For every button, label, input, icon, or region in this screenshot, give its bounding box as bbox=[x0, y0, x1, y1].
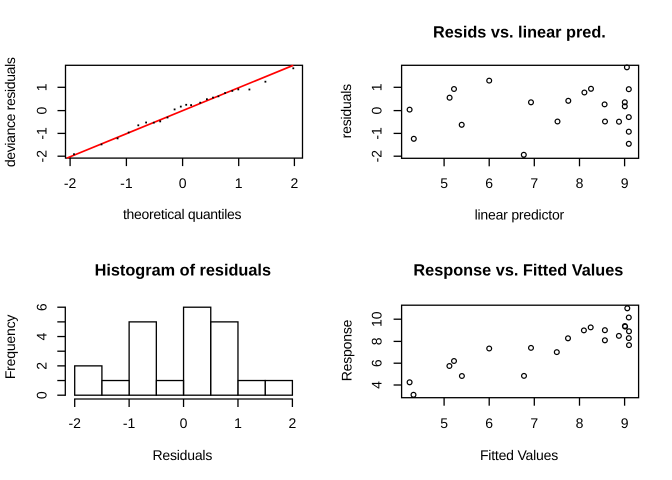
svg-text:-1: -1 bbox=[120, 175, 133, 191]
svg-text:Response vs. Fitted Values: Response vs. Fitted Values bbox=[413, 261, 623, 279]
svg-text:Histogram of residuals: Histogram of residuals bbox=[95, 261, 271, 279]
svg-text:theoretical quantiles: theoretical quantiles bbox=[123, 206, 242, 222]
svg-text:7: 7 bbox=[530, 175, 538, 191]
svg-text:deviance residuals: deviance residuals bbox=[2, 57, 18, 167]
svg-text:5: 5 bbox=[440, 415, 448, 431]
svg-text:7: 7 bbox=[530, 415, 538, 431]
svg-text:0: 0 bbox=[33, 106, 49, 114]
svg-text:0: 0 bbox=[369, 106, 385, 114]
svg-text:-1: -1 bbox=[33, 127, 49, 140]
svg-text:-2: -2 bbox=[64, 175, 77, 191]
svg-text:1: 1 bbox=[234, 415, 242, 431]
svg-text:4: 4 bbox=[33, 332, 49, 340]
svg-text:6: 6 bbox=[485, 175, 493, 191]
svg-text:6: 6 bbox=[33, 303, 49, 311]
svg-text:2: 2 bbox=[291, 175, 299, 191]
svg-text:6: 6 bbox=[369, 359, 385, 367]
svg-text:0: 0 bbox=[179, 175, 187, 191]
svg-text:0: 0 bbox=[180, 415, 188, 431]
svg-text:linear predictor: linear predictor bbox=[475, 207, 565, 223]
svg-text:4: 4 bbox=[369, 381, 385, 389]
svg-text:9: 9 bbox=[621, 415, 629, 431]
svg-text:Fitted Values: Fitted Values bbox=[480, 447, 558, 463]
svg-text:1: 1 bbox=[33, 83, 49, 91]
svg-text:-2: -2 bbox=[33, 150, 49, 163]
svg-text:2: 2 bbox=[289, 415, 297, 431]
svg-text:residuals: residuals bbox=[338, 84, 354, 138]
svg-text:1: 1 bbox=[235, 175, 243, 191]
svg-text:-1: -1 bbox=[123, 415, 136, 431]
svg-text:6: 6 bbox=[485, 415, 493, 431]
svg-text:8: 8 bbox=[576, 175, 584, 191]
svg-text:8: 8 bbox=[576, 415, 584, 431]
svg-text:-1: -1 bbox=[369, 127, 385, 140]
svg-text:-2: -2 bbox=[68, 415, 81, 431]
svg-text:2: 2 bbox=[33, 362, 49, 370]
svg-text:Frequency: Frequency bbox=[2, 315, 18, 380]
svg-text:10: 10 bbox=[369, 311, 385, 327]
svg-text:Residuals: Residuals bbox=[152, 447, 212, 463]
svg-text:9: 9 bbox=[621, 175, 629, 191]
svg-text:1: 1 bbox=[369, 83, 385, 91]
svg-text:Response: Response bbox=[339, 319, 355, 381]
svg-text:5: 5 bbox=[440, 175, 448, 191]
svg-text:Resids vs. linear pred.: Resids vs. linear pred. bbox=[433, 24, 606, 42]
svg-text:-2: -2 bbox=[369, 150, 385, 163]
svg-text:8: 8 bbox=[369, 337, 385, 345]
svg-text:0: 0 bbox=[33, 391, 49, 399]
